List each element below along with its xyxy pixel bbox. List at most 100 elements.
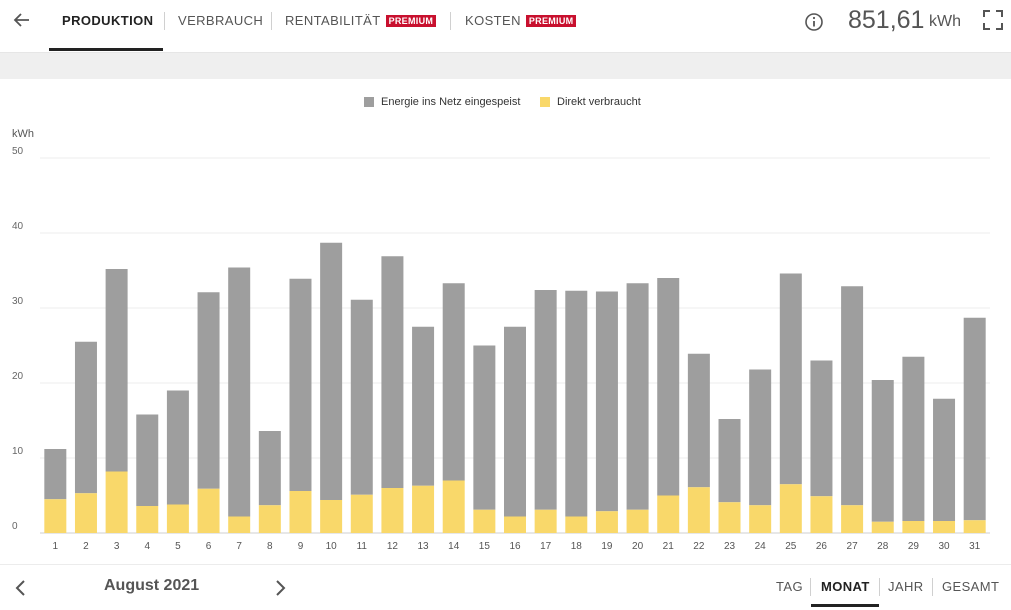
- tab-kosten[interactable]: KOSTEN PREMIUM: [465, 0, 577, 42]
- bar-segment-grid-feed: [749, 369, 772, 506]
- bar-segment-grid-feed: [933, 398, 956, 521]
- y-tick-label: 20: [12, 371, 24, 382]
- total-production-value: 851,61: [848, 6, 925, 34]
- bar-segment-direct-use: [504, 516, 526, 533]
- x-tick-label: 19: [601, 541, 613, 552]
- x-tick-label: 14: [448, 541, 460, 552]
- tab-produktion[interactable]: PRODUKTION: [62, 0, 153, 42]
- bar-segment-grid-feed: [381, 256, 404, 488]
- bar-segment-grid-feed: [350, 299, 373, 495]
- bar-segment-direct-use: [197, 488, 220, 533]
- range-tab-gesamt[interactable]: GESAMT: [942, 579, 1000, 594]
- x-tick-label: 16: [509, 541, 521, 552]
- bar-segment-direct-use: [810, 496, 833, 533]
- legend-item-grid-feed[interactable]: Energie ins Netz eingespeist: [364, 96, 520, 108]
- x-tick-label: 1: [53, 541, 59, 552]
- bar-segment-direct-use: [718, 502, 741, 533]
- bar-segment-direct-use: [442, 480, 465, 533]
- tab-rentabilitaet[interactable]: RENTABILITÄT PREMIUM: [285, 0, 437, 42]
- chevron-left-icon[interactable]: [12, 578, 30, 598]
- bar-segment-grid-feed: [105, 269, 128, 472]
- bar-segment-grid-feed: [871, 380, 894, 522]
- y-tick-label: 10: [12, 446, 24, 457]
- range-divider: [810, 578, 811, 596]
- bar-segment-direct-use: [350, 494, 373, 533]
- bar-segment-grid-feed: [473, 345, 496, 510]
- bar-segment-grid-feed: [74, 341, 97, 494]
- bar-segment-direct-use: [565, 516, 588, 533]
- x-tick-label: 21: [663, 541, 675, 552]
- x-tick-label: 31: [969, 541, 981, 552]
- bar-segment-direct-use: [412, 485, 435, 533]
- range-tab-jahr[interactable]: JAHR: [888, 579, 924, 594]
- x-tick-label: 11: [357, 541, 368, 552]
- tab-divider: [164, 12, 165, 30]
- tab-label: PRODUKTION: [62, 13, 154, 28]
- legend-swatch: [540, 97, 550, 107]
- premium-badge: PREMIUM: [525, 15, 577, 27]
- range-tab-tag[interactable]: TAG: [776, 579, 803, 594]
- back-arrow-icon[interactable]: [10, 8, 34, 32]
- bar-segment-grid-feed: [779, 273, 802, 485]
- x-tick-label: 17: [540, 541, 552, 552]
- bar-segment-grid-feed: [718, 419, 741, 503]
- x-tick-label: 18: [571, 541, 583, 552]
- period-label: August 2021: [104, 577, 200, 594]
- total-production-unit: kWh: [929, 13, 961, 30]
- chevron-right-icon[interactable]: [271, 578, 289, 598]
- bar-segment-direct-use: [473, 509, 496, 533]
- bar-segment-direct-use: [626, 509, 649, 533]
- x-tick-label: 13: [418, 541, 430, 552]
- bar-segment-grid-feed: [595, 291, 618, 512]
- bar-segment-grid-feed: [258, 431, 281, 506]
- range-tab-monat[interactable]: MONAT: [821, 579, 870, 594]
- bar-segment-direct-use: [871, 521, 894, 533]
- legend-label: Energie ins Netz eingespeist: [381, 96, 521, 108]
- bar-segment-grid-feed: [902, 356, 925, 521]
- legend-swatch: [364, 97, 374, 107]
- x-tick-label: 24: [755, 541, 767, 552]
- x-tick-label: 22: [693, 541, 705, 552]
- x-tick-label: 20: [632, 541, 644, 552]
- fullscreen-icon[interactable]: [981, 8, 1005, 32]
- period-navigation: August 2021 TAG MONAT JAHR GESAMT: [0, 564, 1011, 610]
- bar-segment-grid-feed: [136, 414, 159, 506]
- separator-band: [0, 53, 1011, 79]
- x-tick-label: 2: [83, 541, 89, 552]
- bar-segment-grid-feed: [687, 353, 710, 488]
- x-tick-label: 6: [206, 541, 212, 552]
- bar-segment-grid-feed: [963, 317, 986, 521]
- bar-segment-grid-feed: [166, 390, 189, 505]
- bar-segment-grid-feed: [565, 290, 588, 517]
- chart-legend: Energie ins Netz eingespeist Direkt verb…: [0, 96, 1011, 110]
- tab-divider: [450, 12, 451, 30]
- x-tick-label: 4: [144, 541, 150, 552]
- bar-segment-direct-use: [258, 505, 281, 533]
- legend-item-direct-use[interactable]: Direkt verbraucht: [540, 96, 641, 108]
- bar-segment-grid-feed: [841, 286, 864, 506]
- bar-segment-grid-feed: [534, 290, 557, 510]
- bar-segment-direct-use: [595, 511, 618, 533]
- bar-segment-grid-feed: [442, 283, 465, 481]
- bar-segment-grid-feed: [289, 278, 312, 491]
- y-axis-unit-label: kWh: [12, 128, 34, 140]
- bar-segment-grid-feed: [320, 242, 343, 500]
- legend-label: Direkt verbraucht: [557, 96, 641, 108]
- bar-segment-grid-feed: [626, 283, 649, 510]
- x-tick-label: 23: [724, 541, 736, 552]
- bar-segment-direct-use: [687, 487, 710, 533]
- bar-segment-direct-use: [902, 521, 925, 533]
- tab-verbrauch[interactable]: VERBRAUCH: [178, 0, 263, 42]
- bar-segment-direct-use: [105, 471, 128, 533]
- x-tick-label: 28: [877, 541, 889, 552]
- x-tick-label: 15: [479, 541, 491, 552]
- range-divider: [879, 578, 880, 596]
- tab-label: RENTABILITÄT: [285, 13, 381, 28]
- x-tick-label: 3: [114, 541, 120, 552]
- bar-segment-grid-feed: [504, 326, 526, 517]
- x-tick-label: 30: [938, 541, 950, 552]
- bar-segment-direct-use: [74, 493, 97, 533]
- bar-segment-direct-use: [44, 499, 67, 533]
- bar-segment-grid-feed: [228, 267, 251, 517]
- info-icon[interactable]: [803, 11, 825, 33]
